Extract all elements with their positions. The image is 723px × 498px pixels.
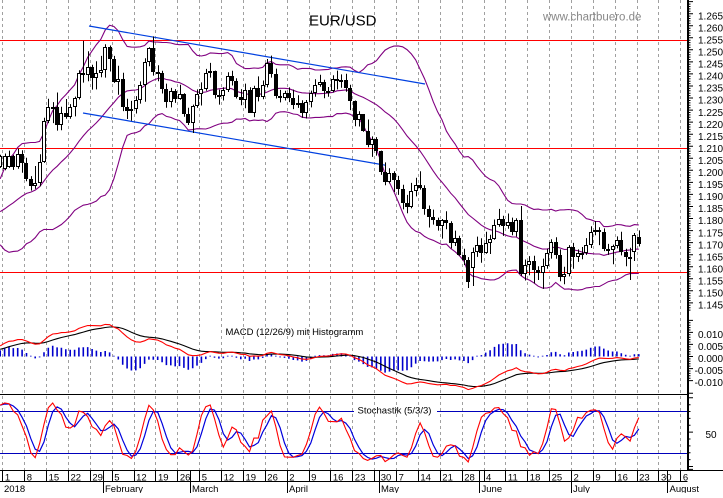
svg-text:28: 28 — [464, 472, 475, 483]
svg-text:19: 19 — [158, 472, 169, 483]
svg-text:26: 26 — [267, 472, 278, 483]
svg-text:1.250: 1.250 — [698, 48, 723, 59]
svg-text:1.165: 1.165 — [698, 252, 723, 263]
svg-text:1.245: 1.245 — [698, 60, 723, 71]
svg-text:February: February — [105, 484, 143, 493]
svg-text:5: 5 — [114, 472, 119, 483]
svg-text:1.230: 1.230 — [698, 96, 723, 107]
svg-text:16: 16 — [333, 472, 344, 483]
svg-text:1.235: 1.235 — [698, 84, 723, 95]
svg-text:0.005: 0.005 — [698, 342, 723, 353]
svg-text:EUR/USD: EUR/USD — [309, 13, 377, 30]
svg-text:July: July — [573, 484, 590, 493]
svg-text:7: 7 — [399, 472, 404, 483]
svg-text:2: 2 — [574, 472, 579, 483]
svg-text:19: 19 — [246, 472, 257, 483]
svg-text:Stochastik (5/3/3): Stochastik (5/3/3) — [358, 406, 432, 417]
svg-text:August: August — [670, 484, 700, 493]
svg-text:May: May — [381, 484, 399, 493]
svg-text:1.160: 1.160 — [698, 264, 723, 275]
svg-text:30: 30 — [661, 472, 672, 483]
svg-text:8: 8 — [27, 472, 32, 483]
svg-text:www.chartbuero.de: www.chartbuero.de — [542, 12, 641, 24]
svg-text:1.185: 1.185 — [698, 204, 723, 215]
svg-text:-0.005: -0.005 — [695, 366, 723, 377]
svg-text:14: 14 — [420, 472, 431, 483]
svg-text:June: June — [482, 484, 503, 493]
svg-text:MACD (12/26/9) mit Histogramm: MACD (12/26/9) mit Histogramm — [226, 327, 364, 338]
svg-text:6: 6 — [683, 472, 688, 483]
svg-text:1.150: 1.150 — [698, 289, 723, 300]
svg-text:1: 1 — [5, 472, 10, 483]
svg-text:1.190: 1.190 — [698, 192, 723, 203]
svg-text:16: 16 — [617, 472, 628, 483]
svg-text:1.195: 1.195 — [698, 180, 723, 191]
svg-text:15: 15 — [49, 472, 60, 483]
svg-text:5: 5 — [202, 472, 207, 483]
svg-text:1.215: 1.215 — [698, 132, 723, 143]
svg-text:11: 11 — [508, 472, 518, 483]
svg-text:29: 29 — [92, 472, 103, 483]
svg-text:30: 30 — [381, 472, 392, 483]
svg-text:April: April — [289, 484, 308, 493]
svg-text:1.205: 1.205 — [698, 156, 723, 167]
svg-text:4: 4 — [486, 472, 491, 483]
svg-text:1.225: 1.225 — [698, 108, 723, 119]
svg-text:26: 26 — [180, 472, 191, 483]
svg-text:1.220: 1.220 — [698, 120, 723, 131]
svg-text:0.010: 0.010 — [698, 330, 723, 341]
svg-text:1.260: 1.260 — [698, 23, 723, 34]
svg-text:March: March — [192, 484, 218, 493]
svg-text:25: 25 — [552, 472, 563, 483]
svg-text:1.240: 1.240 — [698, 72, 723, 83]
svg-text:1.170: 1.170 — [698, 240, 723, 251]
svg-text:1.155: 1.155 — [698, 277, 723, 288]
svg-text:1.210: 1.210 — [698, 144, 723, 155]
svg-text:1.200: 1.200 — [698, 168, 723, 179]
svg-text:2018: 2018 — [4, 484, 25, 493]
svg-text:23: 23 — [355, 472, 366, 483]
svg-text:22: 22 — [71, 472, 82, 483]
svg-text:1.180: 1.180 — [698, 216, 723, 227]
svg-text:9: 9 — [311, 472, 316, 483]
svg-text:9: 9 — [595, 472, 600, 483]
svg-text:1.175: 1.175 — [698, 228, 723, 239]
svg-text:18: 18 — [530, 472, 541, 483]
svg-text:12: 12 — [136, 472, 147, 483]
svg-text:23: 23 — [639, 472, 650, 483]
svg-text:1.265: 1.265 — [698, 11, 723, 22]
svg-text:1.255: 1.255 — [698, 36, 723, 47]
svg-text:50: 50 — [706, 430, 718, 441]
svg-text:21: 21 — [442, 472, 453, 483]
svg-text:1.145: 1.145 — [698, 301, 723, 312]
svg-text:12: 12 — [224, 472, 235, 483]
svg-text:0.000: 0.000 — [698, 354, 723, 365]
svg-text:2: 2 — [289, 472, 294, 483]
svg-text:-0.010: -0.010 — [695, 378, 723, 389]
